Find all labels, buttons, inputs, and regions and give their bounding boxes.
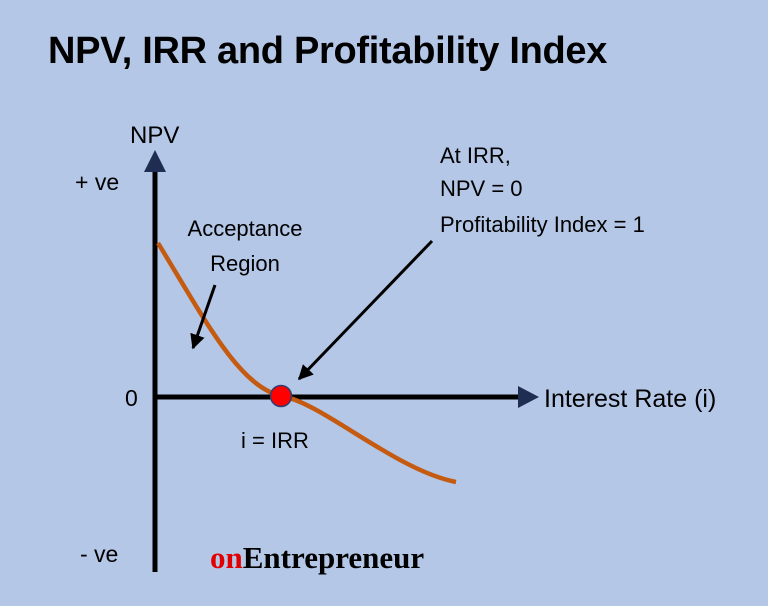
- acceptance-region-label-line1: Acceptance: [188, 216, 303, 241]
- y-axis-label: NPV: [130, 122, 179, 149]
- positive-label: + ve: [75, 169, 119, 195]
- x-axis-arrowhead: [518, 386, 539, 408]
- x-axis-label: Interest Rate (i): [544, 385, 716, 413]
- callout-line2: NPV = 0: [440, 176, 523, 201]
- brand-logo: onEntrepreneur: [210, 542, 424, 573]
- brand-prefix: on: [210, 540, 243, 575]
- irr-point-dot: [269, 384, 293, 408]
- zero-label: 0: [125, 385, 138, 411]
- y-axis-arrowhead: [144, 150, 166, 172]
- brand-name: Entrepreneur: [242, 540, 425, 575]
- callout-line3: Profitability Index = 1: [440, 212, 645, 237]
- callout-line1: At IRR,: [440, 143, 511, 168]
- diagram-title: NPV, IRR and Profitability Index: [48, 30, 608, 72]
- acceptance-region-arrow: [190, 284, 217, 350]
- negative-label: - ve: [80, 541, 118, 567]
- irr-callout-arrow: [297, 239, 434, 381]
- acceptance-region-label-line2: Region: [210, 251, 280, 276]
- irr-point-label: i = IRR: [241, 428, 309, 453]
